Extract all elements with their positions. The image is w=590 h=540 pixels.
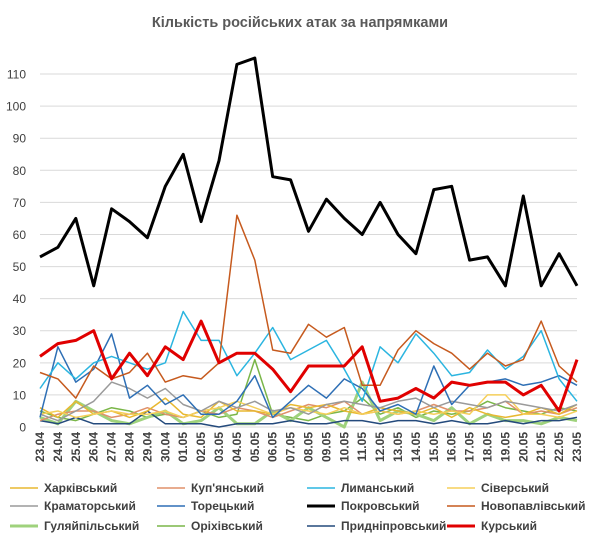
y-tick-label: 10 (13, 388, 27, 402)
series-lines (39, 56, 579, 429)
y-tick-label: 100 (6, 100, 26, 114)
y-tick-label: 50 (13, 260, 27, 274)
series-line-2 (39, 310, 578, 403)
x-tick-label: 08.05 (302, 432, 316, 462)
x-tick-label: 30.04 (158, 432, 172, 462)
legend-label: Новопавлівський (481, 499, 586, 513)
y-axis-tick-labels: 0 10 20 30 40 50 60 70 80 90 100 110 (6, 68, 26, 435)
x-tick-label: 13.05 (391, 432, 405, 462)
legend-label: Покровський (341, 499, 420, 513)
legend-label: Придніпровський (341, 519, 446, 533)
x-tick-label: 23.05 (570, 432, 584, 462)
series-line-0 (39, 397, 578, 419)
series-line-6 (39, 56, 579, 288)
series-line-11 (39, 319, 579, 413)
legend-label: Торецький (191, 499, 254, 513)
legend-label: Курський (481, 519, 537, 533)
x-tick-label: 09.05 (319, 432, 333, 462)
x-tick-label: 07.05 (284, 432, 298, 462)
gridlines (40, 73, 577, 428)
y-tick-label: 70 (13, 196, 27, 210)
chart-title: Кількість російських атак за напрямками (152, 15, 448, 31)
x-tick-label: 21.05 (534, 432, 548, 462)
legend-label: Лиманський (341, 481, 414, 495)
x-tick-label: 26.04 (87, 432, 101, 462)
x-tick-label: 24.04 (51, 432, 65, 462)
x-tick-label: 04.05 (230, 432, 244, 462)
legend: Харківський Куп'янський Лиманський Сіверськ… (10, 481, 586, 533)
legend-label: Краматорський (44, 499, 136, 513)
x-tick-label: 18.05 (481, 432, 495, 462)
x-tick-label: 02.05 (194, 432, 208, 462)
x-tick-label: 27.04 (105, 432, 119, 462)
x-tick-label: 20.05 (516, 432, 530, 462)
x-tick-label: 01.05 (176, 432, 190, 462)
legend-label: Сіверський (481, 481, 549, 495)
x-tick-label: 29.04 (140, 432, 154, 462)
y-tick-label: 0 (19, 421, 26, 435)
x-tick-label: 19.05 (498, 432, 512, 462)
x-tick-label: 11.05 (355, 432, 369, 462)
x-tick-label: 03.05 (212, 432, 226, 462)
y-tick-label: 90 (13, 132, 27, 146)
series-line-4 (39, 381, 578, 422)
x-tick-label: 15.05 (427, 432, 441, 462)
legend-label: Гуляйпільський (44, 519, 139, 533)
series-line-3 (39, 394, 578, 419)
x-tick-label: 22.05 (552, 432, 566, 462)
series-line-10 (39, 410, 578, 428)
x-tick-label: 06.05 (266, 432, 280, 462)
series-line-9 (39, 358, 578, 422)
x-tick-label: 16.05 (445, 432, 459, 462)
x-tick-label: 25.04 (69, 432, 83, 462)
x-tick-label: 05.05 (248, 432, 262, 462)
x-tick-label: 12.05 (373, 432, 387, 462)
y-tick-label: 20 (13, 356, 27, 370)
y-tick-label: 30 (13, 324, 27, 338)
x-tick-label: 28.04 (123, 432, 137, 462)
y-tick-label: 40 (13, 292, 27, 306)
x-tick-label: 10.05 (337, 432, 351, 462)
series-line-7 (39, 214, 578, 399)
x-tick-label: 23.04 (33, 432, 47, 462)
x-tick-label: 17.05 (463, 432, 477, 462)
x-tick-label: 14.05 (409, 432, 423, 462)
legend-label: Харківський (44, 481, 117, 495)
legend-label: Куп'янський (191, 481, 264, 495)
y-tick-label: 60 (13, 228, 27, 242)
x-axis-tick-labels: 23.04 24.04 25.04 26.04 27.04 28.04 29.04 30.04… (33, 432, 584, 462)
y-tick-label: 110 (7, 68, 26, 82)
y-tick-label: 80 (13, 164, 27, 178)
legend-label: Оріхівський (191, 519, 263, 533)
